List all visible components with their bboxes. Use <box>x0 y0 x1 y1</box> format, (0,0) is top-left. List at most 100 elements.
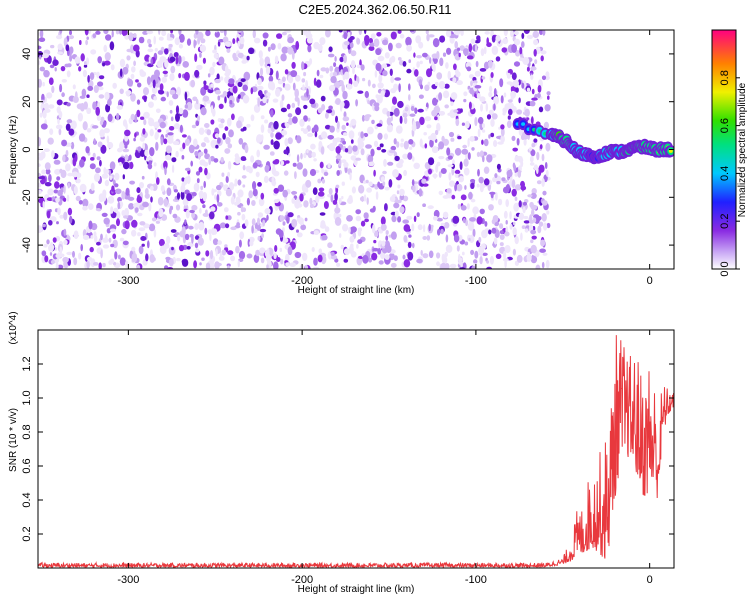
noise-dot <box>38 137 42 146</box>
noise-dot <box>514 236 519 245</box>
noise-dot <box>131 246 136 252</box>
noise-dot <box>47 188 54 196</box>
noise-dot <box>237 179 242 186</box>
noise-dot <box>390 115 393 122</box>
noise-dot <box>427 205 434 210</box>
noise-dot <box>118 30 123 35</box>
noise-dot <box>338 197 342 204</box>
noise-dot <box>408 59 412 64</box>
noise-dot <box>175 112 180 122</box>
noise-dot <box>510 30 514 38</box>
noise-dot <box>330 254 338 260</box>
noise-dot <box>257 97 261 107</box>
noise-dot <box>444 104 450 109</box>
noise-dot <box>62 154 66 162</box>
noise-dot <box>367 126 374 135</box>
noise-dot <box>394 210 399 218</box>
noise-dot <box>48 220 53 226</box>
noise-dot <box>181 182 186 187</box>
noise-dot <box>521 225 526 230</box>
noise-dot <box>536 92 541 99</box>
noise-dot <box>342 90 348 100</box>
noise-dot <box>358 184 365 194</box>
noise-dot <box>511 135 516 142</box>
noise-dot <box>277 79 284 85</box>
noise-dot <box>69 30 72 35</box>
noise-dot <box>179 124 183 133</box>
noise-dot <box>139 136 145 142</box>
noise-dot <box>488 109 494 116</box>
noise-dot <box>49 252 53 256</box>
noise-dot <box>455 118 460 127</box>
noise-dot <box>279 99 284 109</box>
noise-dot <box>83 64 88 68</box>
noise-dot <box>142 201 149 208</box>
noise-dot <box>484 221 488 227</box>
noise-dot <box>441 253 445 262</box>
noise-dot <box>202 193 207 202</box>
noise-dot <box>137 232 141 237</box>
noise-dot <box>393 107 400 117</box>
noise-dot <box>253 254 260 263</box>
noise-dot <box>78 133 86 142</box>
noise-dot <box>143 96 147 103</box>
noise-dot <box>227 171 231 178</box>
noise-dot <box>317 178 322 184</box>
noise-dot <box>371 252 378 261</box>
noise-dot <box>184 233 190 241</box>
noise-dot <box>178 33 185 43</box>
noise-dot <box>169 56 176 63</box>
noise-dot <box>491 113 498 120</box>
noise-dot <box>264 119 269 124</box>
noise-dot <box>422 224 426 233</box>
noise-dot <box>431 61 435 70</box>
noise-dot <box>169 109 173 114</box>
noise-dot <box>90 182 95 191</box>
noise-dot <box>466 66 472 72</box>
noise-dot <box>436 161 441 167</box>
noise-dot <box>253 37 261 44</box>
noise-dot <box>538 221 544 227</box>
noise-dot <box>179 230 185 238</box>
signal-core <box>668 149 673 153</box>
noise-dot <box>147 38 152 45</box>
noise-dot <box>136 109 141 118</box>
noise-dot <box>38 163 41 168</box>
noise-dot <box>186 193 193 202</box>
noise-dot <box>375 48 382 56</box>
noise-dot <box>273 140 280 150</box>
noise-dot <box>489 255 494 265</box>
noise-dot <box>446 147 451 156</box>
noise-dot <box>258 50 263 59</box>
noise-dot <box>79 40 82 45</box>
noise-dot <box>341 83 346 93</box>
noise-dot <box>499 234 505 241</box>
noise-dot <box>438 81 446 89</box>
noise-dot <box>512 227 517 236</box>
noise-dot <box>414 107 418 114</box>
noise-dot <box>208 156 212 165</box>
noise-dot <box>38 225 43 233</box>
noise-dot <box>194 102 201 110</box>
noise-dot <box>144 149 149 157</box>
noise-dot <box>58 128 62 136</box>
noise-dot <box>317 107 323 114</box>
snr-y-axis-label: SNR (10 * v/v) <box>8 408 19 472</box>
colorbar-label: Normalized spectral amplitude <box>737 82 748 217</box>
noise-dot <box>328 46 333 52</box>
noise-dot <box>306 88 309 97</box>
noise-dot <box>181 177 185 182</box>
noise-dot <box>514 196 518 201</box>
noise-dot <box>121 190 126 200</box>
noise-dot <box>224 244 228 248</box>
noise-dot <box>275 132 282 140</box>
noise-dot <box>452 77 457 83</box>
noise-dot <box>203 85 209 91</box>
noise-dot <box>246 197 250 206</box>
noise-dot <box>542 30 546 36</box>
noise-dot <box>274 55 279 65</box>
noise-dot <box>134 113 138 123</box>
noise-dot <box>528 147 533 152</box>
noise-dot <box>343 54 347 64</box>
noise-dot <box>96 156 101 161</box>
